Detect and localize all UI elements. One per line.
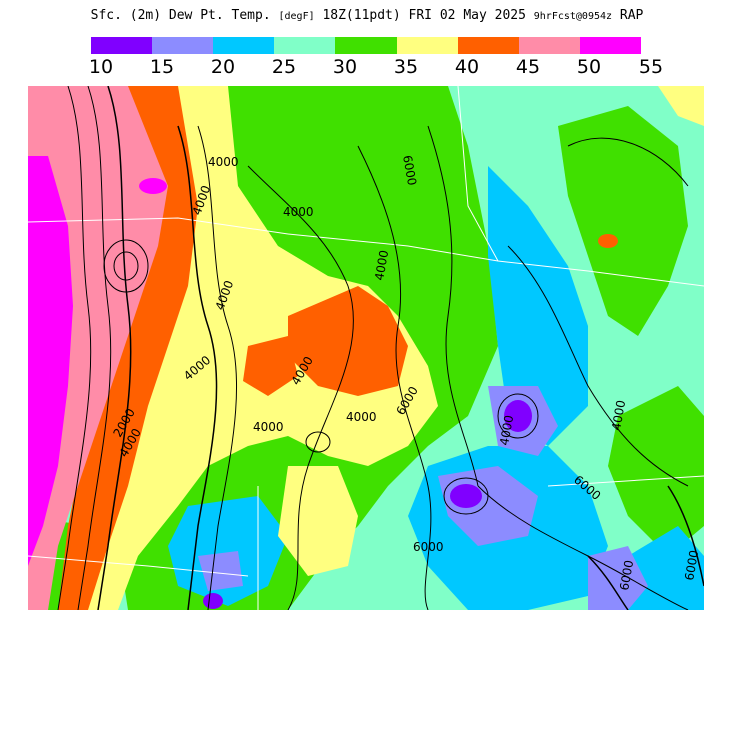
legend-tick: 20: [210, 56, 236, 78]
terrain-contour: [77, 86, 112, 610]
legend-tick: 10: [88, 56, 114, 78]
legend-tick: 55: [638, 56, 664, 78]
map-fill-band-10: [450, 484, 482, 508]
contour-label: 4000: [372, 249, 391, 282]
contour-label: 6000: [413, 540, 444, 554]
terrain-contour: [177, 125, 218, 610]
map-fill-band-40: [288, 286, 408, 396]
contour-label: 4000: [283, 205, 314, 219]
terrain-contour: [57, 86, 92, 610]
legend-swatch-3: [213, 37, 275, 54]
state-border: [28, 555, 249, 577]
terrain-contour: [507, 245, 689, 487]
title-units: [degF]: [278, 11, 315, 22]
state-border: [547, 475, 704, 487]
map-fill-band-15: [588, 546, 648, 610]
terrain-contour: [113, 251, 139, 281]
legend-tick: 25: [271, 56, 297, 78]
terrain-contour: [197, 125, 238, 610]
legend-tick: 45: [515, 56, 541, 78]
terrain-contour: [497, 393, 539, 439]
state-border: [28, 217, 289, 235]
map-fill-band-30: [608, 386, 704, 556]
legend-swatch-4: [274, 37, 336, 54]
terrain-contour: [587, 555, 629, 610]
contour-label: 4000: [609, 399, 628, 432]
contour-label: 6000: [400, 154, 419, 187]
legend-swatch-2: [152, 37, 214, 54]
map-fill-band-15: [198, 551, 243, 591]
map-fill-band-10: [203, 593, 223, 609]
legend-swatch-1: [91, 37, 153, 54]
title-forecast: 9hrFcst@0954z: [533, 11, 613, 22]
color-legend-bar: [91, 37, 641, 54]
map-fill-band-50: [28, 156, 73, 566]
terrain-contour: [103, 239, 149, 293]
legend-tick: 30: [332, 56, 358, 78]
terrain-contour: [567, 137, 689, 187]
legend-swatch-8: [518, 37, 580, 54]
terrain-contour: [667, 485, 704, 587]
map-fill-band-40: [243, 336, 298, 396]
chart-title: Sfc. (2m) Dew Pt. Temp. [degF] 18Z(11pdt…: [0, 8, 734, 23]
legend-swatch-9: [579, 37, 641, 54]
terrain-contour: [477, 485, 689, 610]
title-main: Sfc. (2m) Dew Pt. Temp.: [90, 8, 271, 23]
dewpoint-map: 2000 4000 4000 4000 4000 4000 4000 4000 …: [28, 86, 704, 610]
map-fill-band-40: [598, 234, 618, 248]
contour-label: 4000: [208, 155, 239, 169]
legend-tick: 15: [149, 56, 175, 78]
contour-label: 4000: [497, 414, 516, 447]
terrain-contour: [97, 86, 132, 610]
contour-label: 4000: [346, 410, 377, 424]
title-time: 18Z(11pdt) FRI 02 May 2025: [322, 8, 526, 23]
map-fill-band-35: [658, 86, 704, 126]
legend-tick: 50: [576, 56, 602, 78]
terrain-contour: [443, 477, 489, 515]
legend-tick-labels: 10 15 20 25 30 35 40 45 50 55: [88, 56, 701, 80]
contour-label: 6000: [682, 549, 701, 582]
contour-label: 6000: [617, 559, 636, 592]
legend-swatch-5: [335, 37, 397, 54]
map-fill-band-40: [58, 86, 198, 610]
state-border: [457, 86, 499, 262]
map-fill-band-50: [139, 178, 167, 194]
terrain-contour: [427, 125, 479, 487]
map-fill-band-10: [504, 400, 532, 432]
terrain-contour: [357, 145, 432, 610]
map-fill-band-30: [558, 106, 688, 336]
legend-swatch-7: [457, 37, 519, 54]
terrain-contour: [247, 165, 354, 610]
map-fill-band-20: [488, 166, 588, 446]
legend-tick: 40: [454, 56, 480, 78]
legend-swatch-6: [396, 37, 458, 54]
title-model: RAP: [619, 8, 644, 23]
legend-tick: 35: [393, 56, 419, 78]
contour-label: 4000: [253, 420, 284, 434]
terrain-contour: [305, 431, 331, 453]
map-fill-band-20: [628, 526, 704, 610]
